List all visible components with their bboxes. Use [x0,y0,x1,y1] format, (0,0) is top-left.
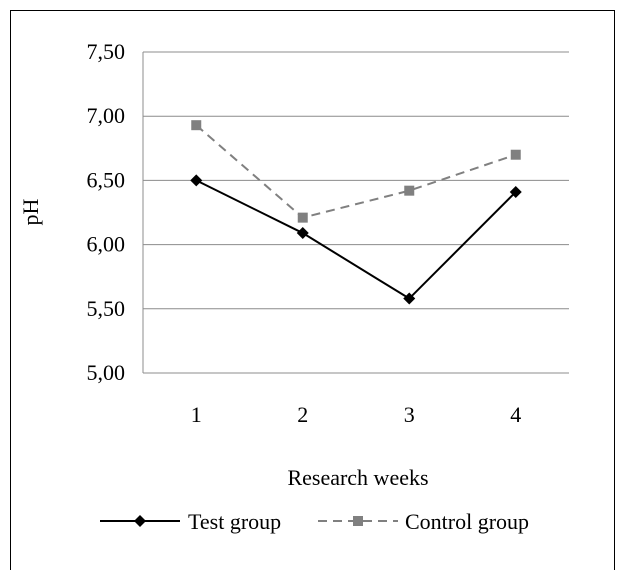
y-tick-label: 5,00 [87,360,126,385]
series-test-group [190,174,522,305]
data-point [509,185,522,198]
legend-label: Control group [405,509,529,534]
legend-label: Test group [188,509,281,534]
legend-item: Control group [318,509,529,534]
y-tick-label: 7,00 [87,103,126,128]
gridlines [142,51,569,374]
legend-marker [134,515,146,527]
legend-item: Test group [100,509,281,534]
y-tick-label: 6,00 [87,232,126,257]
data-point [190,174,203,187]
x-tick-labels: 1 2 3 4 [191,402,522,427]
data-point [404,185,415,196]
y-tick-label: 6,50 [87,167,126,192]
series-control-group [191,120,521,223]
series-line [195,124,517,219]
y-axis-label: pH [18,198,43,225]
data-point [510,149,521,160]
data-point [403,292,416,305]
x-tick-label: 1 [191,402,202,427]
legend-marker [353,516,363,526]
y-tick-label: 7,50 [87,39,126,64]
series-layer [190,120,522,305]
legend: Test group Control group [100,509,529,534]
x-tick-label: 3 [404,402,415,427]
x-axis-label: Research weeks [287,465,428,490]
x-tick-label: 2 [297,402,308,427]
data-point [297,212,308,223]
chart-frame [10,10,615,570]
data-point [296,227,309,240]
y-tick-labels: 5,00 5,50 6,00 6,50 7,00 7,50 [87,39,126,385]
x-tick-label: 4 [510,402,521,427]
y-tick-label: 5,50 [87,296,126,321]
series-line [195,179,517,300]
data-point [191,120,202,131]
